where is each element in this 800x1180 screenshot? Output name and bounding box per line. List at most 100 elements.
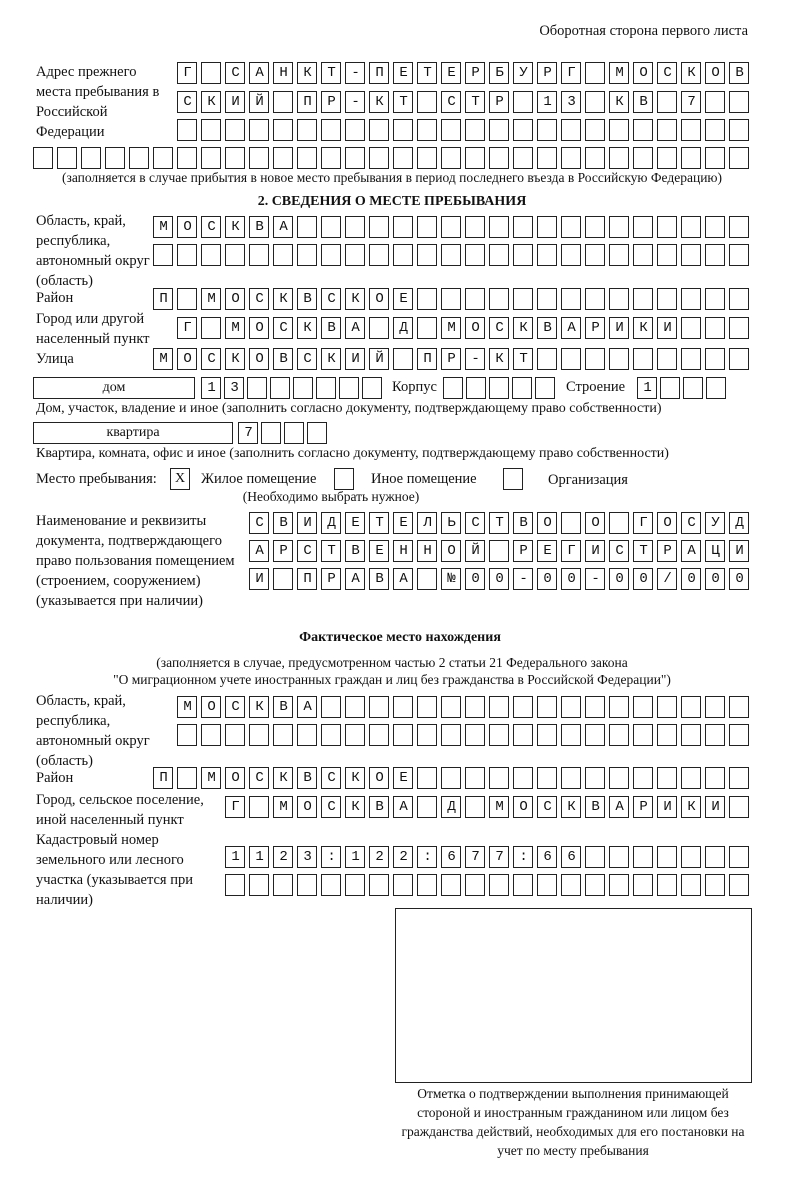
- char-cell[interactable]: [297, 874, 317, 896]
- char-cell[interactable]: [537, 216, 557, 238]
- char-cell[interactable]: [729, 91, 749, 113]
- char-cell[interactable]: [153, 244, 173, 266]
- char-cell[interactable]: [225, 147, 245, 169]
- char-cell[interactable]: [513, 724, 533, 746]
- char-cell[interactable]: [369, 540, 389, 562]
- char-cell[interactable]: [633, 724, 653, 746]
- char-cell[interactable]: [729, 874, 749, 896]
- char-cell[interactable]: [249, 244, 269, 266]
- char-cell[interactable]: [465, 216, 485, 238]
- char-cell[interactable]: [681, 724, 701, 746]
- char-cell[interactable]: [224, 377, 244, 399]
- char-cell[interactable]: [225, 796, 245, 818]
- char-cell[interactable]: [465, 540, 485, 562]
- char-cell[interactable]: [238, 422, 258, 444]
- char-cell[interactable]: [705, 288, 725, 310]
- char-cell[interactable]: [345, 147, 365, 169]
- char-cell[interactable]: [441, 91, 461, 113]
- char-cell[interactable]: [681, 348, 701, 370]
- char-cell[interactable]: [339, 377, 359, 399]
- char-cell[interactable]: [345, 540, 365, 562]
- char-cell[interactable]: [273, 288, 293, 310]
- char-cell[interactable]: [657, 119, 677, 141]
- char-cell[interactable]: [537, 244, 557, 266]
- char-cell[interactable]: [681, 846, 701, 868]
- char-cell[interactable]: [465, 512, 485, 534]
- char-cell[interactable]: [657, 348, 677, 370]
- char-cell[interactable]: [393, 568, 413, 590]
- char-cell[interactable]: [657, 147, 677, 169]
- char-cell[interactable]: [489, 244, 509, 266]
- char-cell[interactable]: [513, 767, 533, 789]
- char-cell[interactable]: [393, 540, 413, 562]
- char-cell[interactable]: [369, 147, 389, 169]
- char-cell[interactable]: [585, 348, 605, 370]
- char-cell[interactable]: [321, 244, 341, 266]
- char-cell[interactable]: [705, 512, 725, 534]
- char-cell[interactable]: [321, 696, 341, 718]
- char-cell[interactable]: [513, 317, 533, 339]
- char-cell[interactable]: [441, 846, 461, 868]
- char-cell[interactable]: [465, 62, 485, 84]
- char-cell[interactable]: [297, 696, 317, 718]
- char-cell[interactable]: [177, 288, 197, 310]
- char-cell[interactable]: [393, 348, 413, 370]
- char-cell[interactable]: [585, 216, 605, 238]
- char-cell[interactable]: [369, 512, 389, 534]
- char-cell[interactable]: [273, 540, 293, 562]
- char-cell[interactable]: [177, 724, 197, 746]
- char-cell[interactable]: [225, 317, 245, 339]
- char-cell[interactable]: [225, 348, 245, 370]
- char-cell[interactable]: [705, 540, 725, 562]
- char-cell[interactable]: [417, 796, 437, 818]
- char-cell[interactable]: [417, 512, 437, 534]
- char-cell[interactable]: [465, 147, 485, 169]
- char-cell[interactable]: [441, 796, 461, 818]
- char-cell[interactable]: [153, 288, 173, 310]
- char-cell[interactable]: [225, 724, 245, 746]
- char-cell[interactable]: [633, 288, 653, 310]
- char-cell[interactable]: [489, 767, 509, 789]
- char-cell[interactable]: [705, 696, 725, 718]
- char-cell[interactable]: [609, 62, 629, 84]
- char-cell[interactable]: [465, 244, 485, 266]
- char-cell[interactable]: [225, 288, 245, 310]
- char-cell[interactable]: [585, 568, 605, 590]
- char-cell[interactable]: [369, 119, 389, 141]
- char-cell[interactable]: [345, 62, 365, 84]
- char-cell[interactable]: [321, 512, 341, 534]
- char-cell[interactable]: [417, 724, 437, 746]
- char-cell[interactable]: [393, 119, 413, 141]
- char-cell[interactable]: [417, 244, 437, 266]
- char-cell[interactable]: [561, 91, 581, 113]
- char-cell[interactable]: [466, 377, 486, 399]
- char-cell[interactable]: [297, 568, 317, 590]
- char-cell[interactable]: [369, 244, 389, 266]
- char-cell[interactable]: [683, 377, 703, 399]
- char-cell[interactable]: [537, 147, 557, 169]
- char-cell[interactable]: [537, 696, 557, 718]
- char-cell[interactable]: [561, 696, 581, 718]
- char-cell[interactable]: [249, 119, 269, 141]
- char-cell[interactable]: [489, 724, 509, 746]
- char-cell[interactable]: [609, 724, 629, 746]
- char-cell[interactable]: [489, 696, 509, 718]
- char-cell[interactable]: [393, 288, 413, 310]
- char-cell[interactable]: [369, 568, 389, 590]
- char-cell[interactable]: [489, 317, 509, 339]
- char-cell[interactable]: [681, 147, 701, 169]
- char-cell[interactable]: [537, 568, 557, 590]
- char-cell[interactable]: [609, 696, 629, 718]
- char-cell[interactable]: [657, 288, 677, 310]
- char-cell[interactable]: [321, 846, 341, 868]
- char-cell[interactable]: [681, 216, 701, 238]
- char-cell[interactable]: [513, 874, 533, 896]
- char-cell[interactable]: [657, 796, 677, 818]
- char-cell[interactable]: [657, 874, 677, 896]
- char-cell[interactable]: [561, 244, 581, 266]
- char-cell[interactable]: [345, 846, 365, 868]
- char-cell[interactable]: [705, 724, 725, 746]
- char-cell[interactable]: [705, 767, 725, 789]
- char-cell[interactable]: [681, 62, 701, 84]
- char-cell[interactable]: [561, 568, 581, 590]
